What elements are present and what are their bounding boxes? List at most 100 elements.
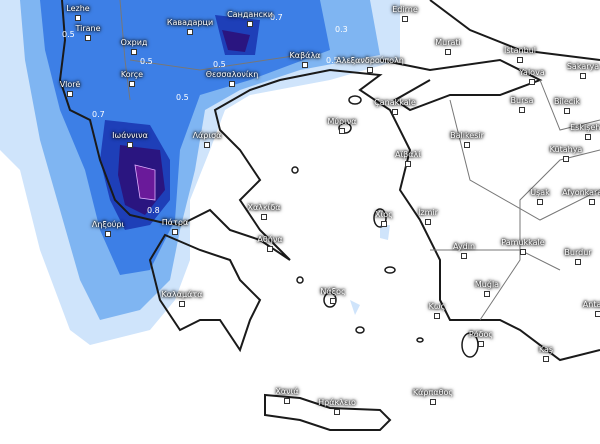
city-marker-icon — [564, 108, 570, 114]
city-marker-icon — [330, 298, 336, 304]
precip-deep-north — [222, 30, 250, 52]
city-label: Χίος — [375, 210, 393, 219]
contour-label: 0.5 — [326, 56, 339, 65]
city-label: Ληξούρι — [91, 220, 125, 229]
city-label: Πάτρα — [161, 218, 189, 227]
coastlines-borders — [58, 0, 600, 431]
city-marker-icon — [339, 128, 345, 134]
city-marker-icon — [85, 35, 91, 41]
city-label: Охрид — [120, 38, 148, 47]
city-marker-icon — [127, 142, 133, 148]
city-label: Χαλκίδα — [247, 203, 281, 212]
city-label: Καβάλα — [289, 51, 321, 60]
city-marker-icon — [204, 142, 210, 148]
precip-peak — [134, 164, 156, 201]
city-marker-icon — [229, 81, 235, 87]
city-label: Muğla — [474, 280, 500, 289]
city-label: Ρόδος — [468, 330, 494, 339]
contour-label: 0.3 — [335, 25, 348, 34]
city-label: Λάρισα — [192, 131, 222, 140]
city-label: Murati — [435, 38, 461, 47]
city-label: Vlorë — [59, 80, 81, 89]
city-label: Yalova — [519, 68, 545, 77]
city-marker-icon — [537, 199, 543, 205]
city-marker-icon — [445, 49, 451, 55]
city-marker-icon — [434, 313, 440, 319]
city-marker-icon — [461, 253, 467, 259]
city-marker-icon — [563, 156, 569, 162]
city-marker-icon — [402, 16, 408, 22]
city-marker-icon — [172, 229, 178, 235]
precip-blue — [40, 0, 330, 275]
city-label: İzmir — [418, 208, 438, 217]
city-label: Kütahya — [549, 145, 583, 154]
city-label: Afyonkarahisar — [562, 188, 600, 197]
city-marker-icon — [131, 49, 137, 55]
city-label: Edirne — [392, 5, 418, 14]
city-marker-icon — [405, 161, 411, 167]
city-label: Кавадарци — [166, 18, 214, 27]
city-label: Ηράκλειο — [318, 398, 356, 407]
city-label: Burdur — [564, 248, 592, 257]
city-marker-icon — [430, 399, 436, 405]
contour-label: 0.5 — [213, 60, 226, 69]
city-marker-icon — [585, 134, 591, 140]
city-marker-icon — [267, 246, 273, 252]
city-label: İstanbul — [503, 46, 537, 55]
city-label: Αλεξανδρούπολη — [336, 56, 404, 65]
city-marker-icon — [179, 301, 185, 307]
city-marker-icon — [75, 15, 81, 21]
contour-label: 0.5 — [176, 93, 189, 102]
city-marker-icon — [425, 219, 431, 225]
city-label: Korçe — [120, 70, 144, 79]
precip-spots — [350, 225, 390, 315]
city-marker-icon — [520, 249, 526, 255]
city-label: Çanakkale — [374, 98, 416, 107]
city-marker-icon — [595, 311, 600, 317]
city-label: Θεσσαλονίκη — [205, 70, 259, 79]
city-marker-icon — [129, 81, 135, 87]
city-label: Ιωάννινα — [112, 131, 148, 140]
city-label: Pamukkale — [501, 238, 545, 247]
coastline-west — [58, 0, 600, 362]
city-marker-icon — [302, 62, 308, 68]
contour-label: 0.7 — [270, 13, 283, 22]
coastline-peloponnese — [148, 233, 262, 353]
contour-label: 0.7 — [92, 110, 105, 119]
city-label: Κως — [428, 302, 446, 311]
city-marker-icon — [478, 341, 484, 347]
coastline-marmara — [379, 58, 543, 112]
city-label: Χανιά — [275, 387, 299, 396]
city-marker-icon — [517, 57, 523, 63]
city-label: Kaş — [538, 345, 554, 354]
city-label: Lezhe — [66, 4, 90, 13]
city-label: Bilecik — [553, 97, 581, 106]
city-marker-icon — [484, 291, 490, 297]
city-label: Κάρπαθος — [412, 388, 454, 397]
city-marker-icon — [105, 231, 111, 237]
city-marker-icon — [367, 67, 373, 73]
city-marker-icon — [334, 409, 340, 415]
city-marker-icon — [589, 199, 595, 205]
city-label: Αθήνα — [257, 235, 283, 244]
city-label: Uşak — [530, 188, 550, 197]
city-marker-icon — [543, 356, 549, 362]
crete — [264, 393, 392, 431]
city-marker-icon — [392, 109, 398, 115]
city-marker-icon — [381, 221, 387, 227]
city-marker-icon — [575, 259, 581, 265]
city-label: Aydın — [452, 242, 476, 251]
city-marker-icon — [284, 398, 290, 404]
contour-label: 0.5 — [140, 57, 153, 66]
city-label: Καλαμάτα — [161, 290, 203, 299]
city-label: Tirane — [75, 24, 101, 33]
city-label: Bursa — [510, 96, 534, 105]
coastline-blacksea — [429, 0, 600, 61]
city-label: Balıkesir — [450, 131, 484, 140]
city-marker-icon — [187, 29, 193, 35]
city-marker-icon — [247, 21, 253, 27]
contour-label: 0.5 — [62, 30, 75, 39]
contour-label: 0.8 — [147, 206, 160, 215]
city-marker-icon — [519, 107, 525, 113]
